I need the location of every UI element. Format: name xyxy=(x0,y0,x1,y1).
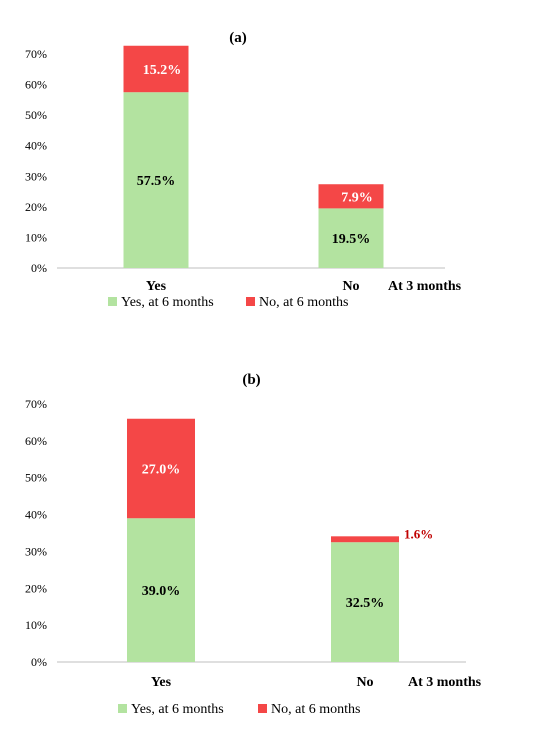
legend-label: Yes, at 6 months xyxy=(131,702,224,717)
data-label-yes: 39.0% xyxy=(142,584,181,599)
chart-title: (a) xyxy=(229,30,247,46)
y-tick-label: 20% xyxy=(25,581,47,595)
bar-no-at-6-months xyxy=(123,45,189,93)
x-category-label: Yes xyxy=(151,675,172,690)
x-axis-title: At 3 months xyxy=(408,675,482,690)
legend-label: No, at 6 months xyxy=(259,295,348,310)
legend-swatch-no xyxy=(258,704,267,713)
data-label-no: 7.9% xyxy=(341,190,373,205)
data-label-yes: 32.5% xyxy=(346,596,385,611)
x-category-label: No xyxy=(356,675,373,690)
y-tick-label: 40% xyxy=(25,139,47,153)
bar-no-at-6-months xyxy=(318,184,384,209)
bar-yes-at-6-months xyxy=(331,542,399,662)
x-axis-title: At 3 months xyxy=(388,279,462,294)
legend-swatch-no xyxy=(246,297,255,306)
y-tick-label: 30% xyxy=(25,169,47,183)
legend-label: No, at 6 months xyxy=(271,702,360,717)
y-tick-label: 50% xyxy=(25,108,47,122)
legend-label: Yes, at 6 months xyxy=(121,295,214,310)
y-tick-label: 40% xyxy=(25,508,47,522)
y-tick-label: 60% xyxy=(25,78,47,92)
legend-swatch-yes xyxy=(118,704,127,713)
data-label-yes: 57.5% xyxy=(137,174,176,189)
y-tick-label: 10% xyxy=(25,230,47,244)
bar-no-at-6-months xyxy=(127,418,195,519)
bar-yes-at-6-months xyxy=(318,208,384,268)
bar-no-at-6-months xyxy=(331,536,399,543)
y-tick-label: 10% xyxy=(25,618,47,632)
y-tick-label: 50% xyxy=(25,471,47,485)
legend-swatch-yes xyxy=(108,297,117,306)
y-tick-label: 60% xyxy=(25,434,47,448)
chart-title: (b) xyxy=(242,372,260,388)
y-tick-label: 0% xyxy=(31,261,47,275)
x-category-label: Yes xyxy=(146,279,167,294)
y-tick-label: 70% xyxy=(25,47,47,61)
data-label-no: 27.0% xyxy=(142,463,181,478)
data-label-no: 15.2% xyxy=(143,63,182,78)
bar-yes-at-6-months xyxy=(123,92,189,268)
y-tick-label: 70% xyxy=(25,397,47,411)
data-label-yes: 19.5% xyxy=(332,232,371,247)
y-tick-label: 30% xyxy=(25,544,47,558)
y-tick-label: 20% xyxy=(25,200,47,214)
y-tick-label: 0% xyxy=(31,655,47,669)
data-label-no: 1.6% xyxy=(404,526,433,541)
x-category-label: No xyxy=(342,279,359,294)
bar-yes-at-6-months xyxy=(127,518,195,662)
